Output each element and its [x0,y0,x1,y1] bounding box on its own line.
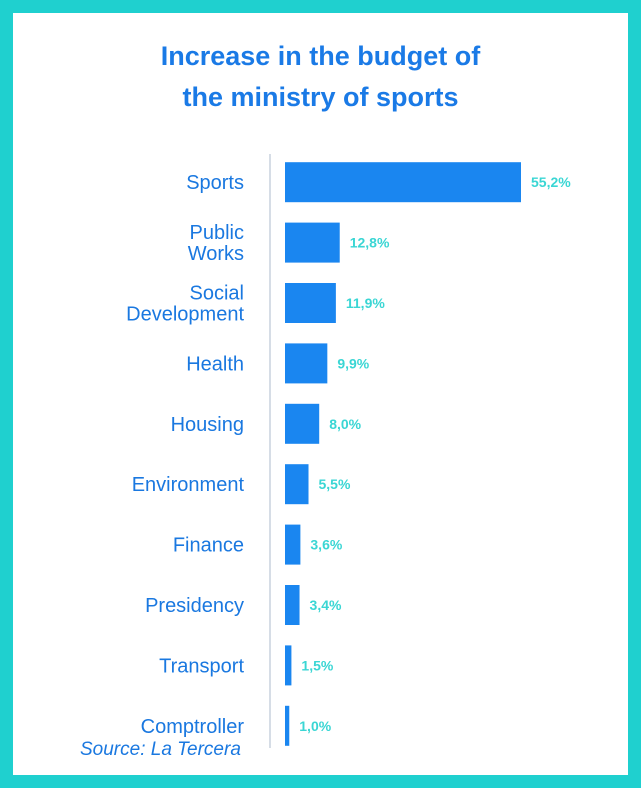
bar-row: Social Development 11,9% [126,283,385,326]
bar [285,464,309,505]
bar-row: Health 9,9% [186,343,370,384]
bar-row: Finance 3,6% [173,524,343,565]
bar-row: Comptroller 1,0% [141,705,332,746]
category-label-line: Social [190,283,244,305]
category-label: Housing [171,414,244,436]
bar-row: Presidency 3,4% [145,585,342,625]
bar [285,222,340,263]
category-label: Social Development [126,283,244,326]
bar [285,645,292,686]
category-label: Sports [186,172,244,194]
bar [285,162,521,203]
value-label: 11,9% [346,295,385,311]
category-label-line: Development [126,304,244,326]
category-label-line: Sports [186,172,244,194]
category-label-line: Transport [159,655,244,677]
chart-title-line-1: Increase in the budget of [160,41,481,71]
category-label: Public Works [188,222,244,265]
value-label: 1,5% [301,657,333,673]
bar-row: Environment 5,5% [132,464,351,505]
category-label: Transport [159,655,244,677]
bar-row: Sports 55,2% [186,162,571,203]
bar [285,283,336,323]
category-label-line: Health [186,353,244,375]
category-label-line: Public [190,222,244,244]
value-label: 8,0% [329,416,361,432]
value-label: 1,0% [299,718,331,734]
category-label: Finance [173,535,244,557]
category-label-line: Comptroller [141,716,245,738]
bar [285,343,328,384]
bar [285,585,300,625]
value-label: 9,9% [337,355,369,371]
value-label: 5,5% [319,476,351,492]
category-label-line: Environment [132,474,245,496]
bar [285,403,320,444]
bar [285,524,301,565]
category-label-line: Finance [173,535,244,557]
chart-title: Increase in the budget of the ministry o… [0,36,641,118]
category-label-line: Works [188,243,244,265]
bar-row: Housing 8,0% [171,403,362,444]
value-label: 3,6% [310,537,342,553]
category-label: Presidency [145,595,244,617]
source-note: Source: La Tercera [80,739,241,760]
bar-row: Public Works 12,8% [188,222,390,265]
value-label: 12,8% [350,235,390,251]
bar-row: Transport 1,5% [159,645,334,686]
category-label-line: Presidency [145,595,244,617]
value-label: 55,2% [531,174,571,190]
category-label: Comptroller [141,716,245,738]
bar [285,705,290,746]
chart-title-line-2: the ministry of sports [182,82,459,112]
category-label-line: Housing [171,414,244,436]
category-label: Health [186,353,244,375]
value-label: 3,4% [310,597,342,613]
category-label: Environment [132,474,245,496]
